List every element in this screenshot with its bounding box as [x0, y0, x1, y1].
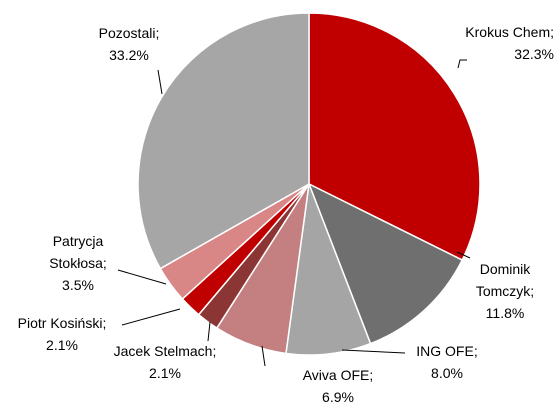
category-label: Krokus Chem — [465, 24, 550, 40]
label-separator: ; — [212, 343, 216, 359]
data-label: Krokus Chem; 32.3% — [465, 24, 554, 62]
data-label: Dominik Tomczyk; 11.8% — [476, 261, 534, 321]
category-label: ING OFE — [416, 343, 474, 359]
value-label: 33.2% — [109, 47, 149, 63]
value-label: 11.8% — [486, 305, 525, 321]
data-label: Aviva OFE; 6.9% — [303, 367, 374, 403]
value-label: 2.1% — [149, 365, 181, 381]
leader-line — [341, 349, 406, 354]
leader-line — [457, 59, 467, 69]
pie-slice — [308, 12, 481, 262]
label-separator: ; — [530, 283, 534, 299]
value-label: 8.0% — [431, 365, 463, 381]
leader-line — [456, 251, 471, 259]
data-label: Jacek Stelmach; 2.1% — [114, 343, 217, 381]
category-label: Tomczyk — [476, 283, 531, 299]
value-label: 2.1% — [46, 337, 78, 353]
category-label: Pozostali — [99, 25, 156, 41]
data-label: Piotr Kosiński; 2.1% — [18, 315, 107, 353]
value-label: 6.9% — [322, 389, 354, 403]
category-label: Aviva OFE — [303, 367, 370, 383]
category-label: Piotr Kosiński — [18, 315, 103, 331]
label-separator: ; — [369, 367, 373, 383]
value-label: 3.5% — [62, 277, 94, 293]
label-separator: ; — [103, 255, 107, 271]
label-separator: ; — [155, 25, 159, 41]
label-separator: ; — [550, 24, 554, 40]
pie-slice — [307, 182, 464, 345]
pie-slice — [137, 12, 310, 270]
category-label: Patrycja — [53, 233, 104, 249]
leader-line — [121, 308, 181, 326]
label-separator: ; — [102, 315, 106, 331]
leader-line — [157, 69, 163, 95]
leader-line — [207, 321, 211, 342]
data-label: Pozostali; 33.2% — [99, 25, 160, 63]
category-label: Stokłosa — [49, 255, 103, 271]
leader-line — [117, 269, 167, 285]
data-label: ING OFE; 8.0% — [416, 343, 477, 381]
label-separator: ; — [474, 343, 478, 359]
leader-line — [261, 345, 266, 367]
category-label: Jacek Stelmach — [114, 343, 213, 359]
value-label: 32.3% — [514, 46, 554, 62]
category-label: Dominik — [480, 261, 532, 277]
data-label: Patrycja Stokłosa; 3.5% — [49, 233, 107, 293]
